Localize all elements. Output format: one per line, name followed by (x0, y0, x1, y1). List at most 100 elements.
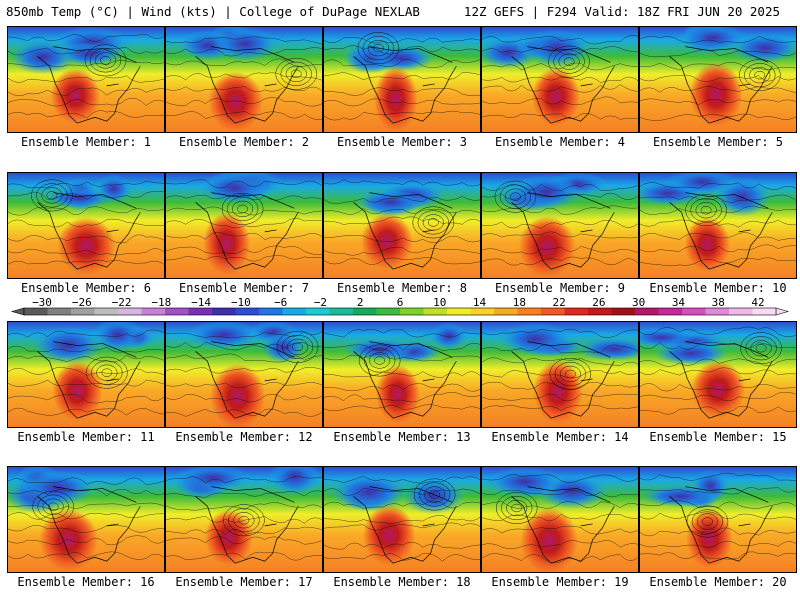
colorbar-tick-label: 18 (513, 297, 526, 309)
colorbar-segment (47, 308, 72, 315)
colorbar-segment (141, 308, 166, 315)
colorbar-tick-label: −30 (32, 297, 52, 309)
map-frame (639, 172, 797, 279)
ensemble-member-label: Ensemble Member: 20 (649, 575, 787, 589)
temperature-map (8, 27, 164, 132)
ensemble-member-label: Ensemble Member: 10 (649, 281, 787, 295)
colorbar-tick-label: 42 (751, 297, 764, 309)
ensemble-member-label: Ensemble Member: 14 (491, 430, 629, 444)
ensemble-member-label: Ensemble Member: 4 (494, 135, 626, 149)
colorbar-tick-label: −10 (231, 297, 251, 309)
map-frame (7, 321, 165, 428)
colorbar-segment (376, 308, 401, 315)
colorbar-segment (400, 308, 424, 315)
colorbar-segment (118, 308, 142, 315)
colorbar-segment (682, 308, 706, 315)
header-title: 850mb Temp (°C) | Wind (kts) | College o… (6, 4, 420, 19)
colorbar-segment (611, 308, 636, 315)
temperature-map (166, 322, 322, 427)
ensemble-member-label: Ensemble Member: 13 (333, 430, 471, 444)
colorbar-tick-label: 10 (433, 297, 446, 309)
colorbar-segment (24, 308, 48, 315)
ensemble-member-label: Ensemble Member: 9 (494, 281, 626, 295)
temperature-map (482, 322, 638, 427)
temperature-map (8, 467, 164, 572)
colorbar-segment (635, 308, 659, 315)
ensemble-member-label: Ensemble Member: 1 (20, 135, 152, 149)
colorbar-svg: −30 −26 −22 −18 −14 −10 −6 −2 2 6 10 14 18 22 26 30 34 38… (10, 297, 790, 316)
ensemble-member-label: Ensemble Member: 11 (17, 430, 155, 444)
colorbar-segment (306, 308, 330, 315)
colorbar-max-arrow (775, 307, 790, 316)
map-frame (165, 172, 323, 279)
colorbar-segment (329, 308, 354, 315)
map-frame (323, 321, 481, 428)
map-frame (639, 321, 797, 428)
ensemble-member-label: Ensemble Member: 2 (178, 135, 310, 149)
ensemble-member-label: Ensemble Member: 8 (336, 281, 468, 295)
colorbar-segment (282, 308, 307, 315)
colorbar-tick-label: 14 (473, 297, 487, 309)
temperature-map (166, 173, 322, 278)
map-frame (481, 466, 639, 573)
colorbar-segment (188, 308, 213, 315)
temperature-map (640, 467, 796, 572)
colorbar-segment (94, 308, 119, 315)
colorbar-segment (165, 308, 189, 315)
colorbar-segment (212, 308, 236, 315)
temperature-map (8, 173, 164, 278)
temperature-map (482, 467, 638, 572)
map-frame (323, 26, 481, 133)
ensemble-member-label: Ensemble Member: 17 (175, 575, 313, 589)
colorbar-tick-label: 34 (672, 297, 686, 309)
colorbar-tick-label: −14 (191, 297, 211, 309)
colorbar-segment (588, 308, 612, 315)
colorbar-tick-label: −2 (314, 297, 327, 309)
temperature-map (482, 173, 638, 278)
map-frame (639, 466, 797, 573)
colorbar-tick-label: −26 (72, 297, 92, 309)
map-frame (639, 26, 797, 133)
ensemble-member-label: Ensemble Member: 19 (491, 575, 629, 589)
map-frame (7, 26, 165, 133)
temperature-map (166, 467, 322, 572)
colorbar-frame (23, 307, 777, 316)
map-frame (323, 172, 481, 279)
temperature-map (8, 322, 164, 427)
colorbar-segment (259, 308, 283, 315)
temperature-map (640, 27, 796, 132)
colorbar-segment (447, 308, 471, 315)
map-frame (165, 26, 323, 133)
colorbar-segment (494, 308, 518, 315)
colorbar-tick-label: −18 (151, 297, 171, 309)
map-frame (481, 172, 639, 279)
temperature-map (324, 322, 480, 427)
colorbar-segment (705, 308, 730, 315)
colorbar-segment (517, 308, 542, 315)
temperature-colorbar: −30 −26 −22 −18 −14 −10 −6 −2 2 6 10 14 18 22 26 30 34 38… (10, 297, 790, 319)
colorbar-tick-label: 2 (357, 297, 364, 309)
colorbar-segment (71, 308, 95, 315)
temperature-map (324, 27, 480, 132)
colorbar-segment (470, 308, 495, 315)
map-frame (165, 466, 323, 573)
temperature-map (482, 27, 638, 132)
colorbar-tick-label: −6 (274, 297, 287, 309)
map-frame (7, 466, 165, 573)
ensemble-member-label: Ensemble Member: 15 (649, 430, 787, 444)
colorbar-segment (658, 308, 683, 315)
colorbar-tick-label: 38 (712, 297, 725, 309)
colorbar-tick-label: 30 (632, 297, 645, 309)
colorbar-segment (564, 308, 589, 315)
colorbar-tick-label: −22 (112, 297, 132, 309)
ensemble-member-label: Ensemble Member: 7 (178, 281, 310, 295)
map-frame (481, 321, 639, 428)
ensemble-member-label: Ensemble Member: 6 (20, 281, 152, 295)
map-frame (7, 172, 165, 279)
colorbar-segment (423, 308, 448, 315)
temperature-map (324, 173, 480, 278)
ensemble-member-label: Ensemble Member: 12 (175, 430, 313, 444)
colorbar-segment (235, 308, 260, 315)
map-frame (165, 321, 323, 428)
header-run-info: 12Z GEFS | F294 Valid: 18Z FRI JUN 20 20… (463, 4, 780, 19)
